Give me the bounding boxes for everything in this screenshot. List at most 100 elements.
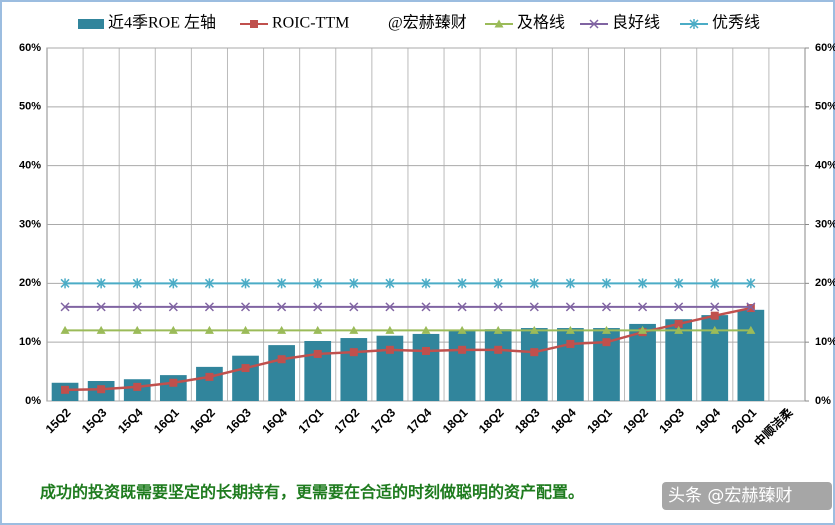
marker [565, 278, 575, 289]
bar [737, 309, 765, 401]
y-tick-label: 10% [19, 336, 41, 348]
marker [421, 302, 431, 312]
marker [385, 302, 395, 312]
marker [240, 278, 251, 289]
marker [457, 325, 467, 334]
marker [674, 302, 684, 312]
marker [313, 349, 322, 358]
legend-annotation: @宏赫臻财 [388, 14, 467, 32]
marker [457, 302, 467, 312]
y-tick-label: 40% [19, 160, 41, 172]
marker [674, 278, 684, 289]
y-tick-label: 0% [25, 395, 41, 407]
marker [638, 302, 648, 312]
y2-tick-label: 40% [815, 160, 835, 172]
marker [385, 345, 394, 354]
y-tick-label: 30% [19, 218, 41, 230]
legend-label: 及格线 [517, 14, 565, 32]
bar [196, 366, 223, 401]
marker [494, 19, 504, 28]
marker [61, 385, 70, 394]
marker [638, 278, 648, 289]
marker [133, 382, 142, 391]
legend-label: ROIC-TTM [272, 15, 349, 32]
marker [422, 346, 430, 355]
y2-tick-label: 0% [815, 395, 831, 407]
marker [313, 302, 323, 312]
marker [168, 302, 178, 312]
marker [710, 302, 720, 312]
marker [349, 302, 359, 312]
marker [168, 278, 178, 289]
marker [96, 278, 106, 289]
marker [674, 325, 684, 334]
y2-tick-label: 10% [815, 336, 835, 348]
marker [710, 278, 720, 289]
marker [746, 304, 755, 313]
marker [458, 345, 467, 354]
marker [313, 278, 323, 289]
marker [96, 302, 106, 312]
marker [493, 302, 503, 312]
marker [674, 319, 683, 328]
watermark-bg [662, 482, 832, 510]
marker [97, 385, 106, 394]
y2-tick-label: 20% [815, 277, 835, 289]
bar [448, 330, 476, 401]
y-tick-label: 50% [19, 101, 41, 113]
marker [530, 348, 539, 357]
bar [520, 328, 548, 401]
marker [421, 278, 431, 289]
bar [557, 328, 584, 401]
bar [484, 329, 512, 401]
marker [565, 302, 575, 312]
y2-tick-label: 60% [815, 42, 835, 54]
marker [277, 302, 287, 312]
marker [566, 339, 575, 348]
legend-swatch [78, 19, 104, 29]
marker [169, 378, 178, 387]
marker [205, 372, 214, 381]
marker [96, 325, 106, 334]
marker [204, 302, 214, 312]
marker [241, 325, 251, 334]
marker [746, 278, 756, 289]
marker [689, 19, 699, 29]
marker [638, 325, 648, 334]
marker [204, 325, 214, 334]
marker [601, 302, 612, 312]
marker [589, 19, 599, 29]
marker [746, 302, 756, 312]
bar [629, 323, 656, 401]
marker [601, 325, 611, 334]
marker [250, 20, 258, 28]
marker [204, 278, 214, 289]
bar [412, 333, 440, 401]
marker [385, 325, 395, 334]
legend-label: 优秀线 [712, 14, 760, 32]
marker [168, 325, 178, 334]
marker [493, 278, 503, 289]
marker [602, 338, 611, 347]
marker [710, 325, 720, 334]
legend-label: 近4季ROE 左轴 [108, 14, 216, 32]
marker [529, 325, 539, 334]
bar [376, 335, 404, 401]
legend-label: 良好线 [612, 14, 660, 32]
bar [340, 338, 368, 401]
marker [385, 278, 395, 289]
marker [493, 325, 503, 334]
marker [529, 302, 539, 312]
marker [132, 325, 142, 334]
marker [746, 325, 756, 334]
y2-tick-label: 30% [815, 218, 835, 230]
watermark: 头条 @宏赫臻财 [668, 486, 792, 506]
marker [457, 278, 467, 289]
bar [268, 345, 295, 401]
marker [60, 325, 70, 334]
marker [349, 348, 358, 357]
marker [132, 302, 142, 312]
line [65, 306, 752, 392]
marker [277, 355, 286, 364]
